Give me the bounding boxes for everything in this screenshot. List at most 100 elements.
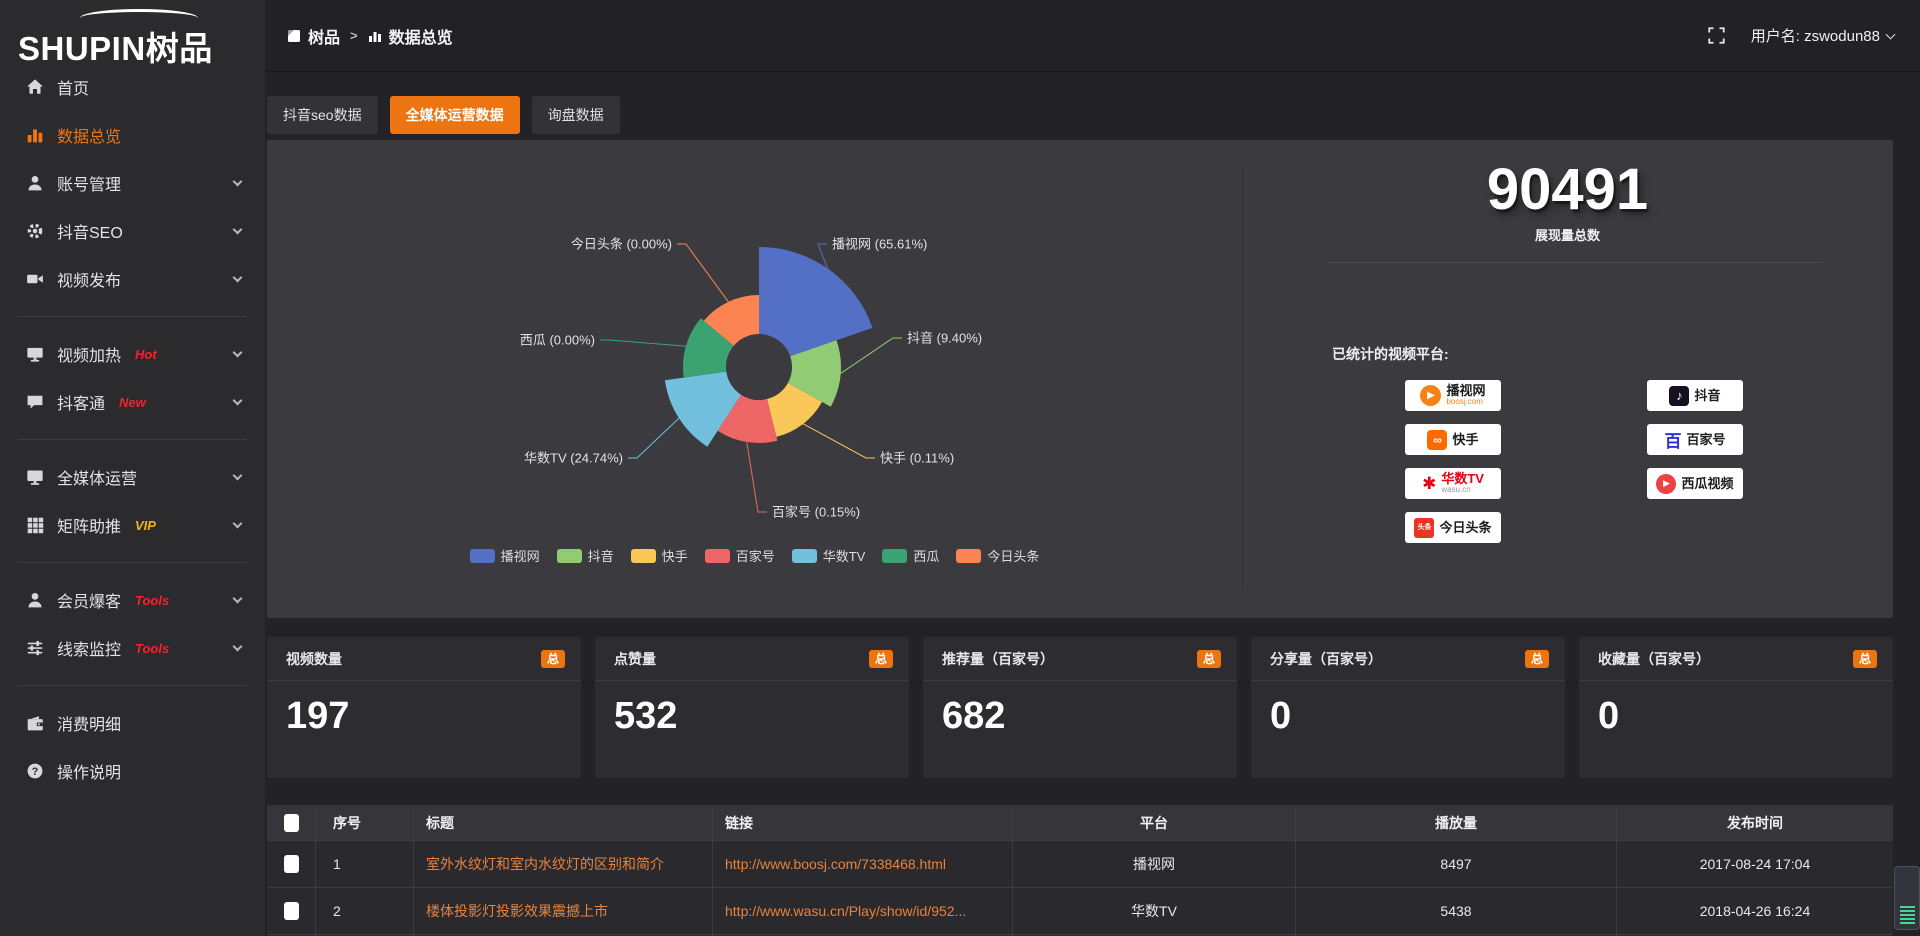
- platform-badge-0: ▶ 播视网 boosj.com: [1405, 380, 1501, 411]
- stat-card-header: 分享量（百家号） 总: [1251, 637, 1565, 681]
- platform-name: 西瓜视频: [1681, 475, 1734, 491]
- data-tabs: 抖音seo数据 全媒体运营数据 询盘数据: [267, 96, 620, 134]
- sidebar-item-7[interactable]: 全媒体运营: [0, 453, 265, 501]
- total-impressions-value: 90491: [1486, 157, 1649, 222]
- pie-label: 播视网 (65.61%): [832, 237, 927, 252]
- platform-logo-icon: 头条: [1414, 517, 1435, 538]
- fullscreen-icon[interactable]: [1708, 27, 1725, 44]
- pie-slice-2[interactable]: [767, 383, 822, 437]
- pie-slice-3[interactable]: [717, 394, 778, 443]
- pie-label: 百家号 (0.15%): [772, 505, 860, 520]
- pie-slice-6[interactable]: [703, 295, 759, 346]
- pie-label: 今日头条 (0.00%): [571, 237, 672, 252]
- pie-label-line: [677, 243, 730, 303]
- pie-slice-5[interactable]: [682, 318, 734, 378]
- sidebar-item-1[interactable]: 数据总览: [0, 111, 265, 159]
- sidebar-divider: [18, 439, 247, 440]
- sidebar-item-3[interactable]: 抖音SEO: [0, 207, 265, 255]
- stat-card-label: 视频数量: [286, 650, 342, 667]
- pie-slice-0[interactable]: [759, 247, 873, 357]
- tab-2[interactable]: 询盘数据: [531, 96, 620, 134]
- pie-slice-4[interactable]: [664, 371, 741, 447]
- sidebar-item-11[interactable]: 消费明细: [0, 699, 265, 747]
- title-link[interactable]: 楼体投影灯投影效果震撼上市: [426, 903, 608, 919]
- platform-logo-icon: ▶: [1656, 473, 1677, 494]
- legend-item-3[interactable]: 百家号: [704, 546, 775, 565]
- breadcrumb-current[interactable]: 数据总览: [388, 29, 453, 47]
- stat-card-value: 0: [1270, 695, 1292, 737]
- sidebar-item-8[interactable]: 矩阵助推 VIP: [0, 501, 265, 549]
- edge-widget[interactable]: [1894, 866, 1920, 930]
- logo[interactable]: SHUPIN树品: [18, 9, 250, 67]
- sidebar-item-0[interactable]: 首页: [0, 63, 265, 111]
- chevron-down-icon: [232, 347, 243, 358]
- sidebar-item-badge: Tools: [135, 592, 170, 608]
- chevron-down-icon: [232, 224, 243, 235]
- cell-time: 2018-04-26 16:24: [1617, 888, 1893, 935]
- username-menu[interactable]: 用户名: zswodun88: [1751, 25, 1896, 46]
- col-time: 发布时间: [1617, 805, 1893, 841]
- sidebar-item-badge: Tools: [135, 640, 170, 656]
- legend-item-1[interactable]: 抖音: [556, 546, 614, 565]
- platform-name: 百家号: [1686, 431, 1726, 447]
- platform-name: 今日头条: [1439, 519, 1492, 535]
- sidebar-item-label: 视频发布: [57, 273, 122, 290]
- pie-chart: 播视网 (65.61%) 抖音 (9.40%) 快手 (0.11%) 百家号 (0.1…: [520, 237, 982, 520]
- row-checkbox[interactable]: [283, 855, 299, 873]
- sidebar-item-6[interactable]: 抖客通 New: [0, 378, 265, 426]
- pie-label: 西瓜 (0.00%): [520, 333, 595, 348]
- platform-logo-icon: 百: [1664, 432, 1682, 451]
- url-link[interactable]: http://www.boosj.com/7338468.html: [725, 856, 947, 872]
- help-icon: ?: [26, 762, 44, 780]
- platform-logo-icon: ▶: [1420, 385, 1442, 406]
- grid-icon: [26, 516, 44, 534]
- platform-name: 播视网: [1446, 383, 1486, 399]
- legend-item-6[interactable]: 今日头条: [956, 546, 1039, 565]
- legend-label: 百家号: [735, 549, 775, 564]
- pie-label-line: [628, 417, 681, 459]
- sidebar-item-4[interactable]: 视频发布: [0, 255, 265, 303]
- cell-views: 8497: [1296, 841, 1617, 888]
- legend-item-5[interactable]: 西瓜: [882, 546, 939, 565]
- stat-card-label: 分享量（百家号）: [1270, 650, 1382, 667]
- pie-label-line: [839, 337, 902, 375]
- legend-swatch: [791, 548, 817, 563]
- sidebar-item-12[interactable]: ? 操作说明: [0, 747, 265, 795]
- logo-text: SHUPIN树品: [18, 22, 213, 70]
- select-all-checkbox[interactable]: [283, 813, 299, 832]
- legend-swatch: [469, 548, 495, 563]
- pie-slice-1[interactable]: [787, 340, 841, 407]
- breadcrumb-root[interactable]: 树品: [308, 29, 341, 47]
- sidebar-divider: [18, 316, 247, 317]
- breadcrumb-root-icon: [287, 29, 301, 43]
- tab-1[interactable]: 全媒体运营数据: [389, 96, 520, 134]
- title-link[interactable]: 室外水纹灯和室内水纹灯的区别和简介: [426, 856, 664, 872]
- legend-item-2[interactable]: 快手: [630, 546, 688, 565]
- platform-badges: ▶ 播视网 boosj.com ♪ 抖音 ∞ 快手百百家号 ✱ 华数TV wasu.cn ▶ 西瓜视频…: [1242, 140, 1893, 618]
- wallet-icon: [26, 714, 44, 732]
- cell-title: 楼体投影灯投影效果震撼上市: [414, 888, 713, 935]
- sidebar-item-2[interactable]: 账号管理: [0, 159, 265, 207]
- legend-item-4[interactable]: 华数TV: [791, 546, 865, 565]
- row-checkbox[interactable]: [283, 902, 299, 920]
- breadcrumb-separator: >: [350, 28, 358, 43]
- tab-0[interactable]: 抖音seo数据: [267, 96, 378, 134]
- stat-card-label: 点赞量: [614, 650, 656, 667]
- sidebar-item-10[interactable]: 线索监控 Tools: [0, 624, 265, 672]
- sidebar-item-5[interactable]: 视频加热 Hot: [0, 330, 265, 378]
- header-check-cell: [267, 805, 316, 841]
- legend-swatch: [882, 548, 908, 563]
- legend-label: 今日头条: [987, 549, 1040, 564]
- platform-name: 快手: [1452, 431, 1479, 447]
- sidebar-item-9[interactable]: 会员爆客 Tools: [0, 576, 265, 624]
- sidebar-item-label: 抖音SEO: [57, 225, 123, 242]
- sidebar-item-label: 全媒体运营: [57, 471, 138, 488]
- platform-logo-icon: ∞: [1427, 429, 1448, 450]
- platform-badge-5: ▶ 西瓜视频: [1647, 468, 1743, 499]
- stat-card-value: 682: [942, 695, 1006, 737]
- url-link[interactable]: http://www.wasu.cn/Play/show/id/952...: [725, 903, 967, 919]
- total-badge: 总: [1196, 649, 1221, 668]
- gear-icon: [26, 222, 44, 240]
- total-impressions-label: 展现量总数: [1534, 228, 1600, 243]
- legend-item-0[interactable]: 播视网: [469, 546, 540, 565]
